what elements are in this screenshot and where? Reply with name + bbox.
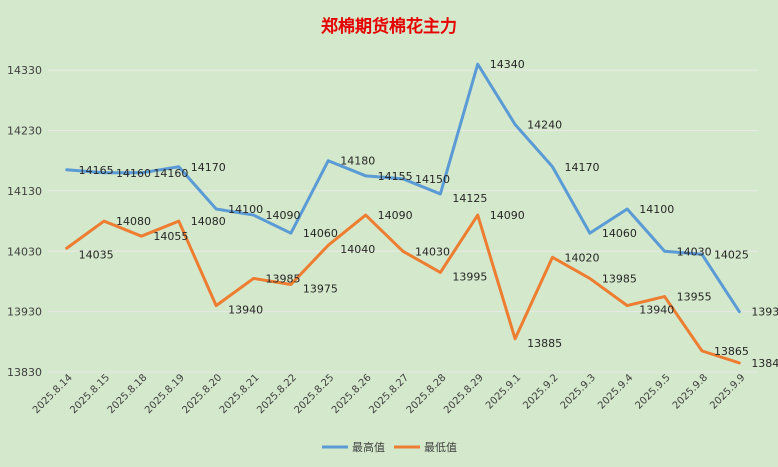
x-tick-label: 2025.9.4: [596, 372, 635, 411]
x-tick-label: 2025.9.3: [559, 372, 598, 411]
y-tick-label: 13830: [7, 366, 42, 379]
x-tick-label: 2025.9.9: [708, 372, 747, 411]
data-label: 14080: [191, 215, 226, 228]
data-label: 14020: [564, 251, 599, 264]
data-label: 13985: [602, 272, 637, 285]
data-label: 13930: [751, 306, 778, 319]
data-label: 14150: [415, 173, 450, 186]
y-tick-label: 13930: [7, 306, 42, 319]
data-label: 14170: [191, 161, 226, 174]
data-label: 13885: [527, 337, 562, 350]
data-label: 14090: [266, 209, 301, 222]
data-label: 14180: [340, 155, 375, 168]
y-tick-label: 14230: [7, 125, 42, 138]
y-tick-label: 14030: [7, 245, 42, 258]
data-label: 13975: [303, 282, 338, 295]
data-label: 14040: [340, 243, 375, 256]
data-label: 14240: [527, 119, 562, 132]
x-tick-label: 2025.9.2: [521, 372, 560, 411]
data-label: 14100: [639, 203, 674, 216]
y-tick-label: 14330: [7, 64, 42, 77]
chart-title: 郑棉期货棉花主力: [321, 17, 457, 37]
data-label: 14060: [303, 227, 338, 240]
data-label: 13995: [452, 270, 487, 283]
data-label: 14165: [79, 164, 114, 177]
data-label: 14125: [452, 192, 487, 205]
data-label: 13985: [266, 272, 301, 285]
data-label: 13865: [714, 345, 749, 358]
series-line-1: [65, 213, 741, 365]
data-label: 13940: [228, 304, 263, 317]
data-label: 13955: [677, 291, 712, 304]
data-label: 14090: [490, 209, 525, 222]
data-label: 14340: [490, 58, 525, 71]
data-label: 14100: [228, 203, 263, 216]
y-tick-label: 14130: [7, 185, 42, 198]
legend-label: 最高值: [352, 440, 385, 454]
x-tick-label: 2025.8.29: [442, 372, 486, 416]
data-label: 14155: [378, 170, 413, 183]
x-tick-label: 2025.9.5: [633, 372, 672, 411]
series-line-0: [65, 62, 741, 314]
data-label: 14160: [153, 167, 188, 180]
x-tick-label: 2025.9.1: [484, 372, 523, 411]
data-label: 14025: [714, 248, 749, 261]
data-label: 14060: [602, 227, 637, 240]
data-label: 14080: [116, 215, 151, 228]
data-label: 14160: [116, 167, 151, 180]
data-label: 13940: [639, 304, 674, 317]
data-label: 14055: [153, 230, 188, 243]
x-tick-label: 2025.9.8: [671, 372, 710, 411]
legend-label: 最低值: [424, 441, 457, 454]
data-label: 14090: [378, 209, 413, 222]
data-label: 14035: [79, 248, 114, 261]
data-label: 13845: [751, 357, 778, 370]
data-label: 14170: [564, 161, 599, 174]
data-label: 14030: [677, 245, 712, 258]
data-label: 14030: [415, 245, 450, 258]
